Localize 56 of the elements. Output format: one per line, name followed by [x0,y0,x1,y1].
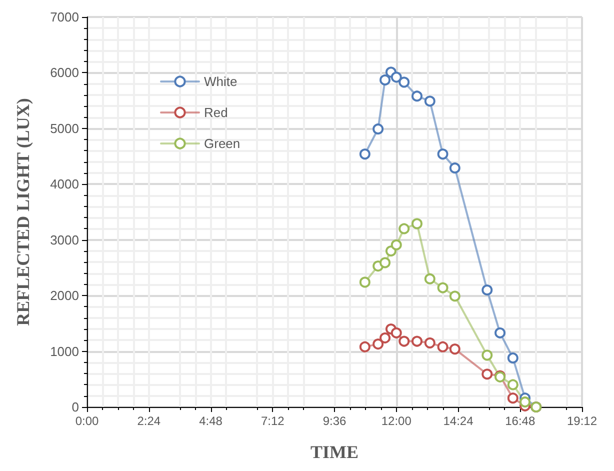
point [380,257,391,268]
x-tick-label: 0:00 [75,414,99,428]
x-tick-label: 7:12 [260,414,285,428]
point [424,273,436,284]
legend-label: Green [204,136,240,151]
point [412,90,422,102]
y-tick-label: 4000 [50,176,79,192]
point [380,74,391,86]
point [437,282,448,294]
point [449,290,460,302]
x-tick-label: 9:36 [322,414,346,428]
x-axis-title: TIME [310,442,359,462]
y-tick-label: 3000 [50,232,79,248]
point [424,337,436,348]
legend-label: Red [204,105,228,120]
point [372,123,384,134]
x-tick-label: 4:48 [199,414,223,428]
y-axis-title: REFLECTED LIGHT (LUX) [13,98,33,326]
point [398,76,410,88]
x-tick-label: 2:24 [137,414,161,428]
x-tick-label: 16:48 [505,414,536,428]
point [359,341,370,352]
x-tick-label: 19:12 [566,414,598,428]
point [390,327,402,338]
y-tick-label: 2000 [50,288,79,304]
point [494,327,506,338]
point [482,284,493,296]
point [372,338,384,350]
point [412,336,422,347]
point [449,162,460,174]
y-tick-label: 5000 [50,120,79,136]
point [398,223,410,234]
point [507,392,518,404]
point [507,379,518,390]
point [390,72,402,83]
y-tick-label: 1000 [50,344,79,359]
y-tick-label: 0 [72,400,79,414]
point [507,352,518,364]
legend-label: White [204,74,238,89]
y-tick-label: 7000 [50,10,79,24]
point [390,239,402,250]
x-tick-label: 14:24 [443,414,474,428]
x-tick-label: 12:00 [381,414,412,428]
point [359,276,370,288]
point [482,368,493,380]
y-tick-label: 6000 [50,65,79,80]
point [449,344,460,355]
point [424,96,436,107]
point [412,218,422,230]
point [398,336,410,347]
point [520,396,531,408]
point [437,341,448,352]
point [437,148,448,160]
point [359,148,370,160]
point [482,350,493,361]
point [380,332,391,344]
